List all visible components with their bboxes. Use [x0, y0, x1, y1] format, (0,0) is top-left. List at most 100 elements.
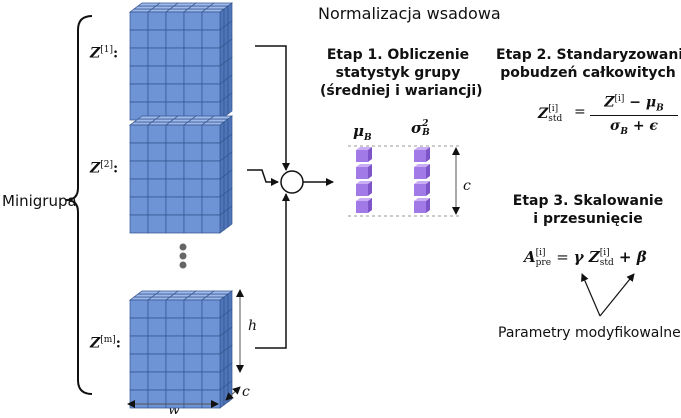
- cube-front-cell: [165, 299, 185, 319]
- cube-front-cell: [147, 124, 167, 144]
- stat-cell-front: [414, 167, 426, 179]
- cube-front-cell: [129, 178, 149, 198]
- cube-side-cell: [223, 293, 229, 316]
- cube-front-cell: [129, 214, 149, 234]
- cube-side-cell: [219, 296, 225, 319]
- stat-cell-front: [356, 150, 368, 162]
- cube-front-cell: [165, 83, 185, 103]
- cube-front-cell: [183, 29, 203, 49]
- cube-side-cell: [219, 62, 225, 85]
- cube-side-cell: [223, 347, 229, 370]
- cube-front-cell: [129, 11, 149, 31]
- cube-z1: [128, 2, 234, 121]
- cube-zm: [128, 290, 234, 409]
- cube-front-cell: [147, 11, 167, 31]
- variance-vector: [414, 147, 430, 213]
- cube-side-cell: [219, 350, 225, 373]
- cube-front-cell: [201, 299, 221, 319]
- cube-side-cell: [227, 362, 233, 385]
- cube-front-cell: [183, 11, 203, 31]
- param-pointer-gamma: [581, 273, 601, 317]
- cube-front-cell: [165, 196, 185, 216]
- stat-cell-top: [356, 147, 372, 150]
- cube-front-cell: [165, 65, 185, 85]
- cube-front-cell: [201, 29, 221, 49]
- cube-side-cell: [219, 211, 225, 234]
- cube-side-cell: [227, 20, 233, 43]
- minibatch-label: Minigrupa: [2, 192, 77, 210]
- connector-z1: [255, 45, 290, 171]
- cube-front-cell: [201, 196, 221, 216]
- cube-front-cell: [165, 371, 185, 391]
- cube-side-cell: [223, 5, 229, 28]
- ellipsis-dot: [179, 243, 187, 251]
- cube-front-cell: [129, 47, 149, 67]
- cube-front-cell: [165, 160, 185, 180]
- cube-front-cell: [201, 47, 221, 67]
- cube-side-cell: [227, 169, 233, 192]
- stat-cell-top: [414, 164, 430, 167]
- stat-cell-front: [414, 184, 426, 196]
- cube-front-cell: [129, 353, 149, 373]
- cube-side-cell: [223, 118, 229, 141]
- cube-side-cell: [227, 2, 233, 25]
- cube-z2: [128, 115, 234, 234]
- cube-side-cell: [219, 121, 225, 144]
- cube-side-cell: [219, 175, 225, 198]
- stat-cell-top: [414, 198, 430, 201]
- cube-front-cell: [147, 317, 167, 337]
- step3-heading: Etap 3. Skalowanie i przesunięcie: [512, 193, 664, 227]
- stat-cell-top: [414, 147, 430, 150]
- step2-heading: Etap 2. Standaryzowanie pobudzeń całkowi…: [496, 47, 681, 81]
- stat-cell-side: [426, 181, 430, 196]
- scale-shift-equation: A [i] pre = γ Z [i] std + β: [524, 248, 647, 268]
- cube-front-cell: [147, 142, 167, 162]
- cube-side-cell: [223, 41, 229, 64]
- stat-cell-side: [426, 147, 430, 162]
- cube-front-cell: [129, 83, 149, 103]
- cube-side-cell: [223, 23, 229, 46]
- cube-front-cell: [201, 371, 221, 391]
- cube-front-cell: [147, 335, 167, 355]
- z-label-1: Z[1]:: [90, 45, 119, 62]
- stat-cell-side: [368, 147, 372, 162]
- cube-front-cell: [183, 65, 203, 85]
- cube-front-cell: [183, 178, 203, 198]
- stat-cell-top: [356, 198, 372, 201]
- trainable-params-label: Parametry modyfikowalne: [498, 325, 681, 341]
- cube-front-cell: [165, 317, 185, 337]
- cube-side-cell: [223, 365, 229, 388]
- cube-front-cell: [201, 11, 221, 31]
- cube-front-cell: [183, 196, 203, 216]
- cube-side-cell: [227, 205, 233, 228]
- cube-front-cell: [165, 142, 185, 162]
- z-label-2: Z[2]:: [90, 160, 119, 177]
- cube-front-cell: [147, 353, 167, 373]
- cube-front-cell: [147, 196, 167, 216]
- cube-front-cell: [129, 160, 149, 180]
- cube-front-cell: [147, 29, 167, 49]
- stat-cell-front: [356, 184, 368, 196]
- cube-front-cell: [201, 178, 221, 198]
- cube-side-cell: [223, 172, 229, 195]
- minibatch-brace: [65, 15, 93, 395]
- cube-side-cell: [219, 332, 225, 355]
- cube-front-cell: [183, 142, 203, 162]
- cube-front-cell: [147, 160, 167, 180]
- cube-front-cell: [201, 65, 221, 85]
- stat-cell-front: [414, 150, 426, 162]
- cube-side-cell: [227, 74, 233, 97]
- cube-side-cell: [219, 386, 225, 409]
- cube-side-cell: [219, 80, 225, 103]
- cube-front-cell: [183, 389, 203, 409]
- cube-side-cell: [223, 136, 229, 159]
- cube-front-cell: [147, 389, 167, 409]
- cube-front-cell: [129, 299, 149, 319]
- stat-cell-side: [368, 181, 372, 196]
- cube-front-cell: [183, 83, 203, 103]
- diagram-title: Normalizacja wsadowa: [318, 4, 501, 23]
- cube-side-cell: [227, 56, 233, 79]
- ellipsis-dot: [179, 252, 187, 260]
